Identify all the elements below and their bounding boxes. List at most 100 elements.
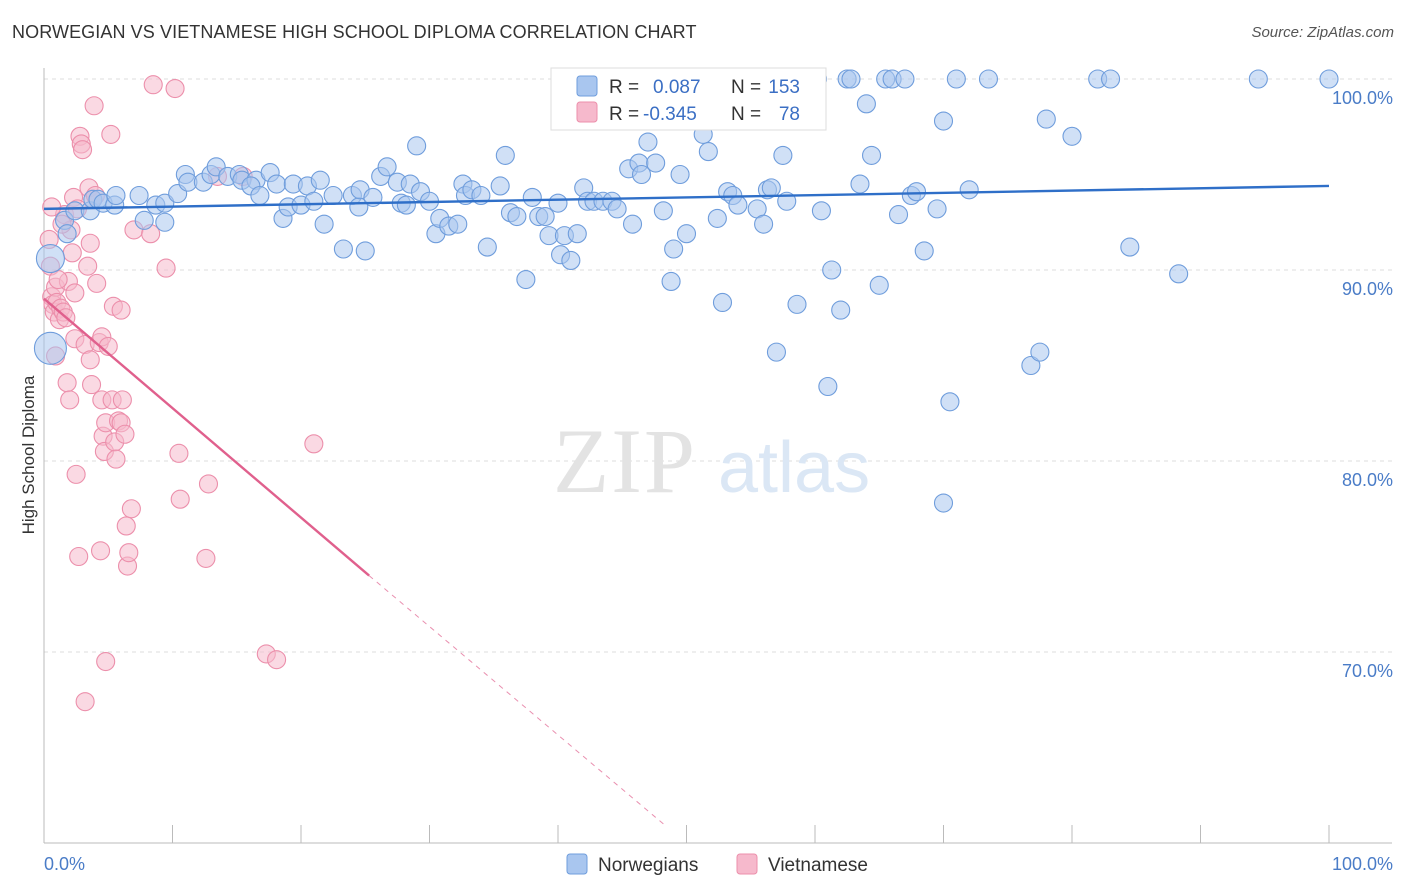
- vietnamese-point-40: [101, 124, 121, 144]
- norwegian-point-131: [946, 69, 966, 89]
- norwegian-point-12: [134, 210, 154, 230]
- vietnamese-point-52: [119, 543, 139, 563]
- vietnamese-point-44: [106, 449, 126, 469]
- norwegian-point-3: [57, 224, 77, 244]
- vietnamese-point-32: [87, 273, 107, 293]
- norwegian-point-144: [1319, 69, 1339, 89]
- vietnamese-point-27: [80, 233, 100, 253]
- norwegian-point-35: [304, 191, 324, 211]
- norwegian-point-11: [129, 185, 149, 206]
- norwegian-point-140: [1120, 237, 1140, 257]
- norwegian-point-15: [155, 212, 175, 232]
- norwegian-point-96: [698, 142, 718, 162]
- watermark-zip: ZIP: [553, 410, 697, 512]
- norwegian-point-129: [933, 111, 954, 131]
- y-axis-label: High School Diploma: [19, 375, 38, 534]
- norwegian-point-76: [567, 224, 587, 244]
- norwegian-point-109: [787, 294, 807, 314]
- norwegian-point-62: [477, 237, 497, 257]
- norwegian-point-134: [1021, 355, 1041, 376]
- norwegian-point-87: [638, 132, 658, 152]
- legend-swatch-blue: [576, 75, 598, 97]
- vietnamese-point-74: [65, 283, 85, 303]
- vietnamese-point-72: [48, 269, 68, 290]
- norwegian-point-64: [495, 145, 515, 165]
- vietnamese-point-66: [267, 650, 287, 670]
- vietnamese-point-19: [66, 464, 86, 484]
- vietnamese-point-57: [156, 258, 176, 278]
- norwegian-point-139: [1101, 69, 1121, 89]
- norwegian-point-111: [811, 201, 831, 221]
- watermark-atlas: atlas: [718, 428, 870, 508]
- norwegian-point-92: [670, 164, 690, 185]
- norwegian-point-70: [535, 206, 555, 227]
- legend-swatch-pink: [576, 101, 598, 123]
- vietnamese-point-70: [96, 651, 116, 672]
- vietnamese-point-48: [112, 390, 132, 410]
- norwegian-point-128: [927, 199, 947, 219]
- vietnamese-point-14: [60, 390, 80, 410]
- series-legend: Norwegians Vietnamese: [566, 853, 868, 876]
- norwegian-point-120: [869, 275, 889, 295]
- norwegian-point-136: [1036, 109, 1056, 129]
- legend-r-label-pink: R =: [609, 104, 639, 125]
- vietnamese-point-25: [78, 256, 98, 276]
- legend-label-norwegians: Norwegians: [598, 855, 698, 876]
- norwegian-point-141: [1169, 264, 1189, 284]
- trend-lines: [43, 184, 1330, 825]
- y-tick-label-0: 100.0%: [1332, 88, 1393, 108]
- vietnamese-point-30: [84, 96, 104, 116]
- norwegian-point-97: [707, 208, 727, 228]
- y-tick-label-3: 70.0%: [1342, 661, 1393, 681]
- vietnamese-point-69: [90, 541, 111, 561]
- vietnamese-point-71: [75, 692, 95, 712]
- norwegian-point-114: [831, 300, 851, 320]
- norwegian-point-63: [490, 176, 510, 196]
- norwegian-point-49: [396, 195, 416, 215]
- norwegian-point-38: [323, 185, 343, 206]
- norwegian-point-51: [407, 136, 427, 156]
- legend-r-value-pink: -0.345: [643, 104, 697, 125]
- norwegian-point-137: [1062, 126, 1082, 146]
- norwegian-point-143: [933, 493, 954, 513]
- norwegian-point-82: [607, 199, 627, 219]
- norwegian-point-67: [516, 269, 536, 290]
- vietnamese-point-61: [196, 548, 216, 568]
- vietnamese-point-67: [304, 434, 324, 454]
- norwegian-trend-line: [43, 184, 1330, 211]
- norwegian-point-118: [856, 94, 876, 114]
- norwegian-point-88: [646, 153, 666, 173]
- legend-n-value-blue: 153: [768, 77, 800, 98]
- norwegian-point-37: [314, 214, 334, 234]
- norwegian-point-39: [333, 239, 353, 259]
- axes: [43, 68, 1392, 844]
- vietnamese-point-62: [198, 474, 219, 494]
- norwegian-point-105: [761, 178, 781, 198]
- norwegian-point-106: [766, 342, 787, 362]
- norwegian-point-36: [310, 170, 330, 190]
- legend-n-label-pink: N =: [731, 104, 761, 125]
- norwegian-point-29: [267, 174, 287, 194]
- norwegian-point-133: [978, 69, 999, 89]
- vietnamese-point-50: [116, 516, 136, 536]
- norwegian-point-86: [631, 164, 652, 185]
- norwegian-point-142: [1248, 69, 1268, 89]
- legend-swatch-vietnamese: [736, 853, 758, 875]
- y-tick-label-2: 80.0%: [1342, 470, 1393, 490]
- vietnamese-trend-line: [43, 297, 370, 577]
- norwegian-point-132: [959, 180, 979, 200]
- norwegian-point-107: [773, 145, 793, 165]
- norwegian-point-103: [754, 214, 774, 234]
- norwegian-point-43: [355, 241, 375, 261]
- norwegian-point-46: [377, 157, 397, 177]
- norwegian-point-116: [841, 69, 861, 89]
- norwegian-point-124: [895, 69, 915, 89]
- x-tick-label-left: 0.0%: [44, 854, 85, 874]
- vietnamese-point-59: [169, 443, 189, 463]
- vietnamese-point-28: [81, 375, 102, 395]
- correlation-legend: R = 0.087 N = 153 R = -0.345 N = 78: [550, 67, 827, 131]
- norwegian-point-127: [914, 241, 934, 261]
- vietnamese-point-23: [73, 140, 93, 160]
- chart-title: NORWEGIAN VS VIETNAMESE HIGH SCHOOL DIPL…: [12, 22, 697, 42]
